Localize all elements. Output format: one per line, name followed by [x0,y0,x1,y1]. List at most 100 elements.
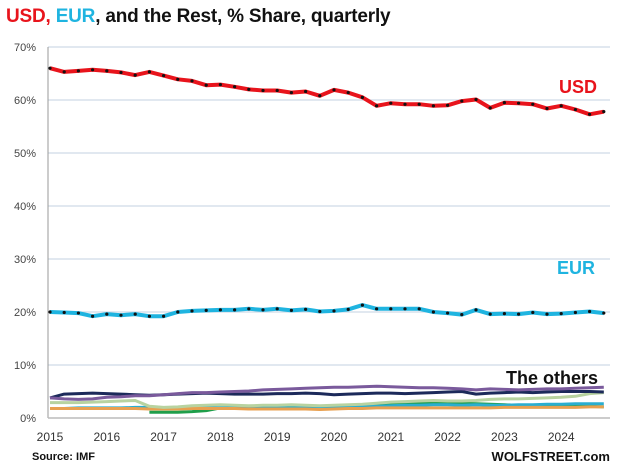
others-label: The others [506,368,598,388]
usd-data-point [559,104,563,108]
usd-data-point [502,101,506,105]
usd-data-point [119,70,123,75]
usd-data-point [517,101,521,105]
eur-data-point [460,313,464,317]
usd-data-point [389,101,393,105]
eur-data-point [602,311,606,315]
eur-data-point [91,314,95,318]
other-2-series-line [49,384,604,401]
eur-data-point [403,307,407,311]
usd-data-point [247,87,251,91]
usd-data-point [403,102,407,106]
eur-data-point [531,310,535,315]
usd-data-point [233,85,237,89]
eur-data-point [375,307,379,311]
usd-data-point [360,95,364,99]
usd-data-point [531,102,535,106]
usd-data-point [105,69,109,73]
x-tick-label: 2024 [548,430,575,444]
eur-data-point [190,309,194,313]
usd-data-point [62,70,66,74]
eur-data-point [474,308,478,312]
usd-data-point [488,106,492,110]
eur-data-point [431,310,435,314]
eur-data-point [218,308,222,312]
usd-data-point [318,94,322,98]
source-label: Source: IMF [32,451,95,463]
eur-data-point [48,310,52,314]
usd-data-point [275,88,279,93]
title-rest: , and the Rest, % Share, quarterly [95,6,391,27]
title-eur: EUR [50,6,96,27]
eur-data-point [76,311,80,315]
usd-data-point [190,79,194,83]
usd-data-point [460,99,464,103]
usd-data-point [446,103,450,107]
y-tick-label: 10% [14,360,36,372]
usd-data-point [417,102,421,106]
usd-data-point [91,68,95,72]
usd-data-point [431,104,435,108]
x-tick-label: 2016 [93,430,120,444]
chart-title: USD, EUR, and the Rest, % Share, quarter… [6,6,391,28]
usd-data-point [147,70,151,74]
eur-data-point [204,308,208,313]
eur-series-line [49,303,605,319]
x-tick-label: 2018 [207,430,234,444]
eur-data-point [119,313,123,317]
y-tick-label: 0% [20,413,36,425]
usd-data-point [76,69,80,73]
usd-data-point [588,112,592,116]
other-4-series-line [50,391,604,409]
eur-data-point [502,311,506,316]
usd-data-point [304,89,308,94]
eur-data-point [559,311,563,316]
x-tick-label: 2023 [491,430,518,444]
title-usd: USD, [6,6,51,27]
y-tick-label: 30% [14,254,36,266]
eur-data-point [289,308,293,313]
y-tick-label: 50% [14,148,36,160]
usd-data-point [133,73,137,77]
eur-data-point [304,307,308,311]
usd-data-point [346,90,350,95]
watermark: WOLFSTREET.com [491,449,610,464]
y-tick-label: 60% [14,95,36,107]
eur-data-point [573,310,578,315]
usd-data-point [332,88,336,92]
usd-data-point [545,106,549,111]
eur-data-point [417,307,421,311]
usd-data-point [162,74,166,78]
usd-data-point [375,104,379,108]
eur-data-point [588,309,592,314]
eur-data-point [446,311,450,315]
usd-data-point [48,66,52,70]
usd-data-point [289,90,293,95]
eur-data-point [147,314,151,318]
usd-data-point [218,83,222,87]
eur-data-point [488,312,492,316]
x-tick-label: 2021 [377,430,404,444]
eur-data-point [346,307,350,311]
x-tick-label: 2015 [37,430,64,444]
y-tick-label: 70% [14,42,36,54]
usd-series-line [49,66,605,117]
eur-data-point [318,309,322,314]
usd-label: USD [559,77,597,97]
eur-data-point [105,312,109,316]
eur-data-point [275,307,279,311]
eur-data-point [517,312,521,316]
usd-data-point [261,88,265,93]
y-tick-label: 40% [14,201,36,213]
usd-data-point [573,107,578,112]
eur-data-point [62,310,66,315]
eur-data-point [233,308,237,312]
eur-data-point [247,307,251,311]
eur-label: EUR [557,258,595,278]
usd-data-point [474,97,478,102]
eur-data-point [162,314,166,318]
x-tick-label: 2017 [150,430,177,444]
eur-data-point [332,309,336,313]
usd-data-point [204,83,208,87]
